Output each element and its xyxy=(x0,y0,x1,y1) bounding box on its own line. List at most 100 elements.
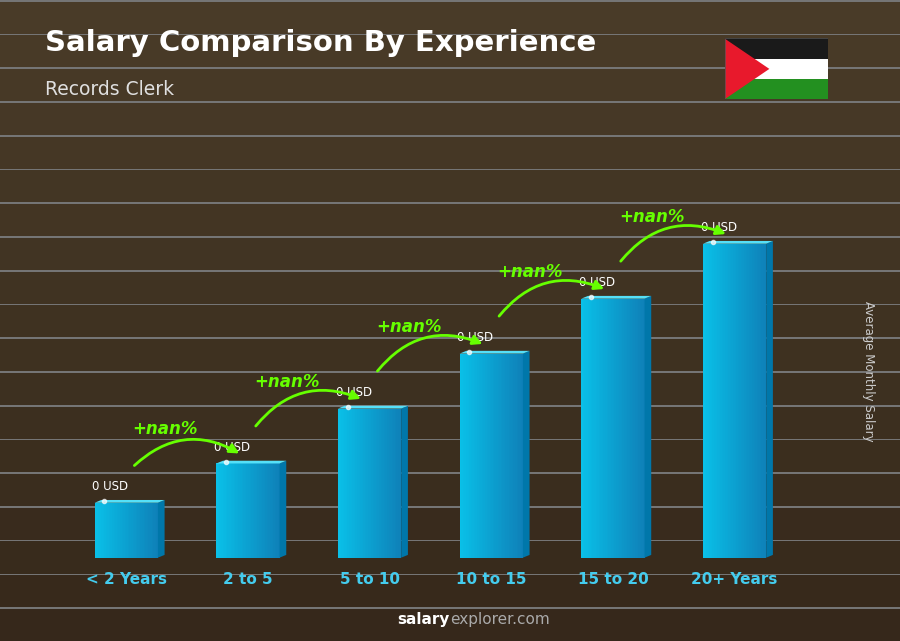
Bar xyxy=(147,503,149,558)
Bar xyxy=(224,463,226,558)
Bar xyxy=(584,299,586,558)
Bar xyxy=(498,354,500,558)
Bar xyxy=(245,463,247,558)
Bar xyxy=(256,463,257,558)
Bar xyxy=(395,408,397,558)
Bar xyxy=(629,299,630,558)
Bar xyxy=(517,354,518,558)
Bar xyxy=(113,503,115,558)
Bar xyxy=(483,354,485,558)
Bar xyxy=(0,474,900,506)
Bar xyxy=(151,503,153,558)
Bar xyxy=(0,171,900,203)
Bar xyxy=(724,244,725,558)
Bar xyxy=(627,299,629,558)
Bar xyxy=(714,244,716,558)
Bar xyxy=(0,339,900,371)
Bar xyxy=(463,354,464,558)
Bar xyxy=(397,408,398,558)
Bar xyxy=(512,354,513,558)
Bar xyxy=(257,463,259,558)
Text: +nan%: +nan% xyxy=(619,208,685,226)
Bar xyxy=(221,463,222,558)
Bar xyxy=(638,299,640,558)
Bar xyxy=(259,463,261,558)
Bar xyxy=(703,244,705,558)
Text: +nan%: +nan% xyxy=(132,420,198,438)
Bar xyxy=(742,244,744,558)
Bar xyxy=(400,408,401,558)
Bar xyxy=(611,299,613,558)
Bar xyxy=(726,244,728,558)
Bar xyxy=(360,408,362,558)
Bar xyxy=(390,408,392,558)
Bar xyxy=(229,463,230,558)
Bar xyxy=(482,354,483,558)
Bar xyxy=(262,463,264,558)
Bar xyxy=(619,299,621,558)
Bar xyxy=(101,503,103,558)
Bar xyxy=(140,503,142,558)
Bar xyxy=(251,463,253,558)
Bar xyxy=(733,244,734,558)
Bar xyxy=(0,35,900,67)
Bar xyxy=(732,244,733,558)
Polygon shape xyxy=(338,406,408,408)
Text: 0 USD: 0 USD xyxy=(579,276,615,289)
Bar xyxy=(237,463,239,558)
Bar xyxy=(241,463,243,558)
Bar xyxy=(0,238,900,270)
Bar xyxy=(461,354,463,558)
Bar xyxy=(136,503,138,558)
Bar xyxy=(0,137,900,169)
Bar xyxy=(609,299,611,558)
Bar xyxy=(0,373,900,405)
Bar xyxy=(234,463,235,558)
Bar xyxy=(128,503,130,558)
Bar xyxy=(479,354,481,558)
Bar xyxy=(761,244,763,558)
Bar xyxy=(155,503,157,558)
Bar xyxy=(122,503,123,558)
Polygon shape xyxy=(94,500,165,503)
Bar xyxy=(103,503,104,558)
Bar xyxy=(749,244,751,558)
Bar xyxy=(387,408,389,558)
Bar xyxy=(216,463,218,558)
Bar xyxy=(150,503,151,558)
Bar xyxy=(351,408,352,558)
Bar xyxy=(249,463,251,558)
Bar xyxy=(125,503,126,558)
Bar xyxy=(153,503,155,558)
Bar xyxy=(0,575,900,607)
Bar xyxy=(485,354,487,558)
Bar xyxy=(753,244,755,558)
Bar xyxy=(349,408,351,558)
Bar xyxy=(709,244,711,558)
Bar xyxy=(105,503,107,558)
Bar xyxy=(142,503,144,558)
Text: Average Monthly Salary: Average Monthly Salary xyxy=(862,301,875,442)
Bar xyxy=(0,440,900,472)
Bar xyxy=(247,463,248,558)
Text: salary: salary xyxy=(398,612,450,627)
Polygon shape xyxy=(280,461,286,558)
Bar xyxy=(96,503,98,558)
Bar xyxy=(368,408,370,558)
Bar xyxy=(592,299,594,558)
Bar xyxy=(632,299,634,558)
Bar xyxy=(724,38,828,59)
Bar xyxy=(381,408,382,558)
Bar xyxy=(94,503,96,558)
Bar xyxy=(274,463,276,558)
Bar xyxy=(144,503,145,558)
Bar xyxy=(99,503,101,558)
Polygon shape xyxy=(216,461,286,463)
Bar xyxy=(248,463,249,558)
Bar xyxy=(471,354,473,558)
Polygon shape xyxy=(581,296,652,299)
Bar xyxy=(504,354,506,558)
Bar xyxy=(581,299,583,558)
Polygon shape xyxy=(523,351,529,558)
Bar xyxy=(364,408,366,558)
